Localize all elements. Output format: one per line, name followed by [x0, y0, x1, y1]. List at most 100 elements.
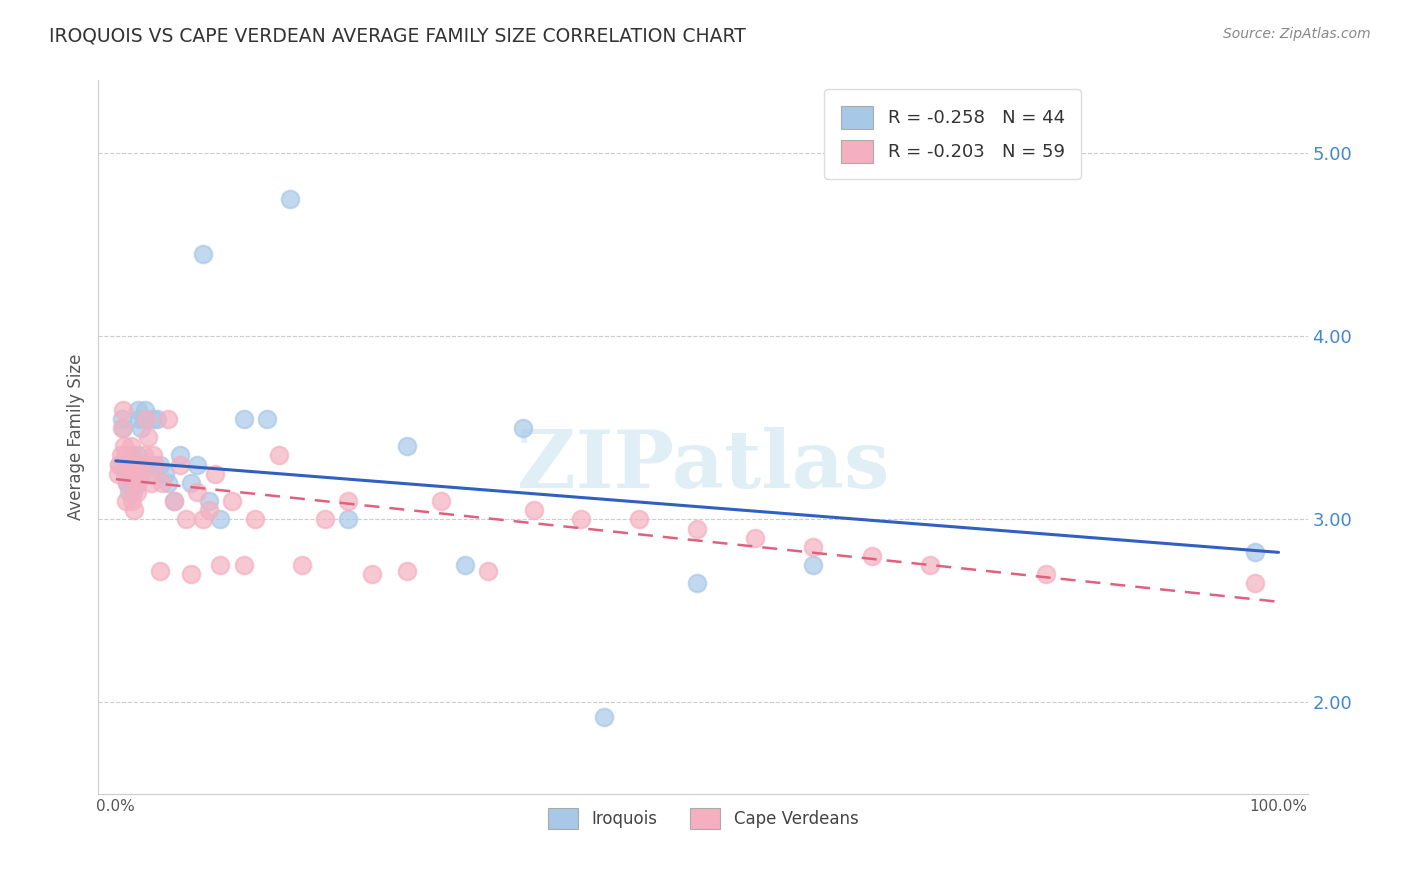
Point	[180, 475, 202, 490]
Point	[744, 531, 766, 545]
Point	[111, 402, 134, 417]
Point	[124, 467, 146, 481]
Point	[169, 458, 191, 472]
Point	[114, 449, 136, 463]
Point	[163, 494, 186, 508]
Point	[256, 411, 278, 425]
Point	[121, 494, 143, 508]
Point	[131, 467, 153, 481]
Point	[360, 567, 382, 582]
Point	[149, 458, 172, 472]
Point	[134, 402, 156, 417]
Legend: Iroquois, Cape Verdeans: Iroquois, Cape Verdeans	[534, 795, 872, 843]
Point	[125, 449, 148, 463]
Point	[118, 458, 141, 472]
Point	[118, 467, 141, 481]
Point	[142, 411, 165, 425]
Point	[204, 467, 226, 481]
Point	[132, 411, 155, 425]
Point	[124, 475, 146, 490]
Point	[124, 503, 146, 517]
Point	[628, 512, 651, 526]
Point	[267, 449, 290, 463]
Point	[174, 512, 197, 526]
Point	[163, 494, 186, 508]
Point	[453, 558, 475, 573]
Point	[157, 475, 180, 490]
Point	[115, 458, 138, 472]
Point	[686, 522, 709, 536]
Point	[169, 449, 191, 463]
Point	[111, 421, 134, 435]
Point	[122, 458, 145, 472]
Point	[115, 494, 138, 508]
Point	[127, 475, 149, 490]
Point	[117, 475, 139, 490]
Point	[477, 564, 499, 578]
Point	[395, 564, 418, 578]
Point	[198, 494, 221, 508]
Point	[153, 467, 176, 481]
Point	[232, 558, 254, 573]
Point	[122, 485, 145, 500]
Point	[131, 421, 153, 435]
Point	[107, 467, 129, 481]
Point	[149, 564, 172, 578]
Point	[860, 549, 883, 563]
Point	[110, 449, 132, 463]
Text: IROQUOIS VS CAPE VERDEAN AVERAGE FAMILY SIZE CORRELATION CHART: IROQUOIS VS CAPE VERDEAN AVERAGE FAMILY …	[49, 27, 747, 45]
Point	[523, 503, 546, 517]
Point	[395, 439, 418, 453]
Point	[111, 411, 134, 425]
Text: ZIPatlas: ZIPatlas	[517, 426, 889, 505]
Point	[291, 558, 314, 573]
Point	[278, 192, 301, 206]
Point	[430, 494, 453, 508]
Point	[512, 421, 534, 435]
Point	[118, 458, 141, 472]
Point	[337, 494, 360, 508]
Point	[145, 411, 167, 425]
Point	[150, 475, 173, 490]
Point	[139, 467, 162, 481]
Point	[120, 439, 142, 453]
Point	[569, 512, 592, 526]
Point	[314, 512, 336, 526]
Point	[232, 411, 254, 425]
Text: Source: ZipAtlas.com: Source: ZipAtlas.com	[1223, 27, 1371, 41]
Point	[138, 430, 160, 444]
Point	[1244, 545, 1267, 559]
Point	[198, 503, 221, 517]
Point	[136, 458, 159, 472]
Point	[121, 449, 143, 463]
Point	[135, 411, 157, 425]
Point	[221, 494, 243, 508]
Point	[157, 411, 180, 425]
Point	[111, 421, 134, 435]
Point	[118, 485, 141, 500]
Point	[186, 458, 208, 472]
Point	[139, 475, 162, 490]
Point	[128, 458, 150, 472]
Point	[108, 458, 131, 472]
Point	[125, 485, 148, 500]
Point	[803, 540, 825, 554]
Point	[209, 512, 232, 526]
Point	[145, 458, 167, 472]
Point	[112, 439, 135, 453]
Point	[114, 467, 136, 481]
Y-axis label: Average Family Size: Average Family Size	[66, 354, 84, 520]
Point	[117, 475, 139, 490]
Point	[180, 567, 202, 582]
Point	[337, 512, 360, 526]
Point	[803, 558, 825, 573]
Point	[124, 467, 146, 481]
Point	[245, 512, 267, 526]
Point	[191, 512, 214, 526]
Point	[209, 558, 232, 573]
Point	[1035, 567, 1057, 582]
Point	[127, 402, 149, 417]
Point	[191, 247, 214, 261]
Point	[132, 449, 155, 463]
Point	[593, 710, 616, 724]
